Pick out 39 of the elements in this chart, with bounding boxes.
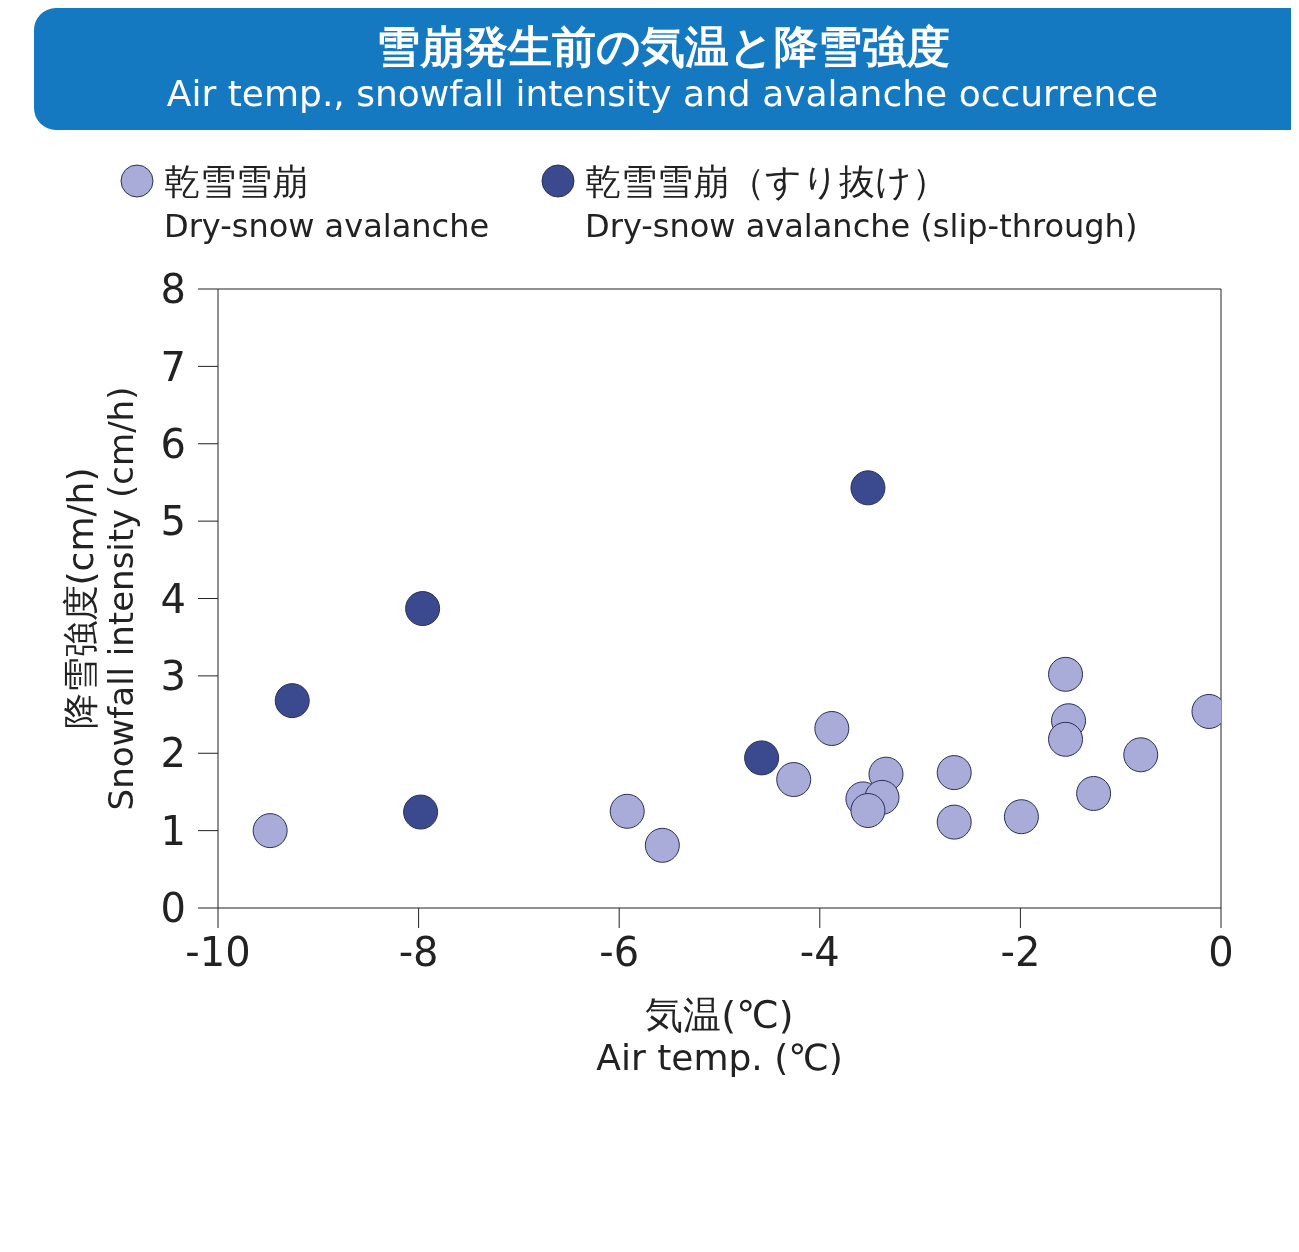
y-axis-title: 降雪強度(cm/h) Snowfall intensity (cm/h) <box>60 386 141 811</box>
point <box>850 793 886 829</box>
y-tick-label: 1 <box>160 807 186 854</box>
x-tick-label: -8 <box>398 929 439 976</box>
x-tick-label: -2 <box>1000 929 1041 976</box>
y-tick-label: 3 <box>160 653 186 700</box>
chart-title: 雪崩発生前の気温と降雪強度 <box>374 21 951 72</box>
point <box>405 591 441 627</box>
x-tick-label: -4 <box>799 929 840 976</box>
point <box>1076 775 1112 811</box>
y-tick-label: 2 <box>160 730 186 777</box>
y-tick-label: 4 <box>160 575 186 622</box>
x-tick-label: -10 <box>185 929 251 976</box>
y-tick-label: 0 <box>160 885 186 932</box>
point <box>644 827 680 863</box>
point <box>936 804 972 840</box>
x-tick-label: 0 <box>1208 929 1234 976</box>
point <box>850 470 886 506</box>
chart-subtitle: Air temp., snowfall intensity and avalanche occurrence <box>165 72 1160 116</box>
point <box>609 793 645 829</box>
y-tick-label: 7 <box>160 343 186 390</box>
y-tick-label: 6 <box>160 420 186 467</box>
legend-label: 乾雪雪崩（すり抜け） Dry-snow avalanche (slip-through) <box>585 160 1138 247</box>
point <box>1048 656 1084 692</box>
point <box>403 794 439 830</box>
point <box>1048 721 1084 757</box>
legend-label: 乾雪雪崩 Dry-snow avalanche <box>164 160 490 247</box>
y-tick-label: 5 <box>160 498 186 545</box>
point <box>776 762 812 798</box>
x-axis-title: 気温(℃) Air temp. (℃) <box>596 993 843 1078</box>
point <box>814 710 850 746</box>
point <box>936 755 972 791</box>
y-tick-label: 8 <box>160 266 186 313</box>
point <box>274 683 310 719</box>
x-tick-label: -6 <box>599 929 640 976</box>
point <box>744 740 780 776</box>
point <box>1003 799 1039 835</box>
point <box>1123 737 1159 773</box>
point <box>252 813 288 849</box>
